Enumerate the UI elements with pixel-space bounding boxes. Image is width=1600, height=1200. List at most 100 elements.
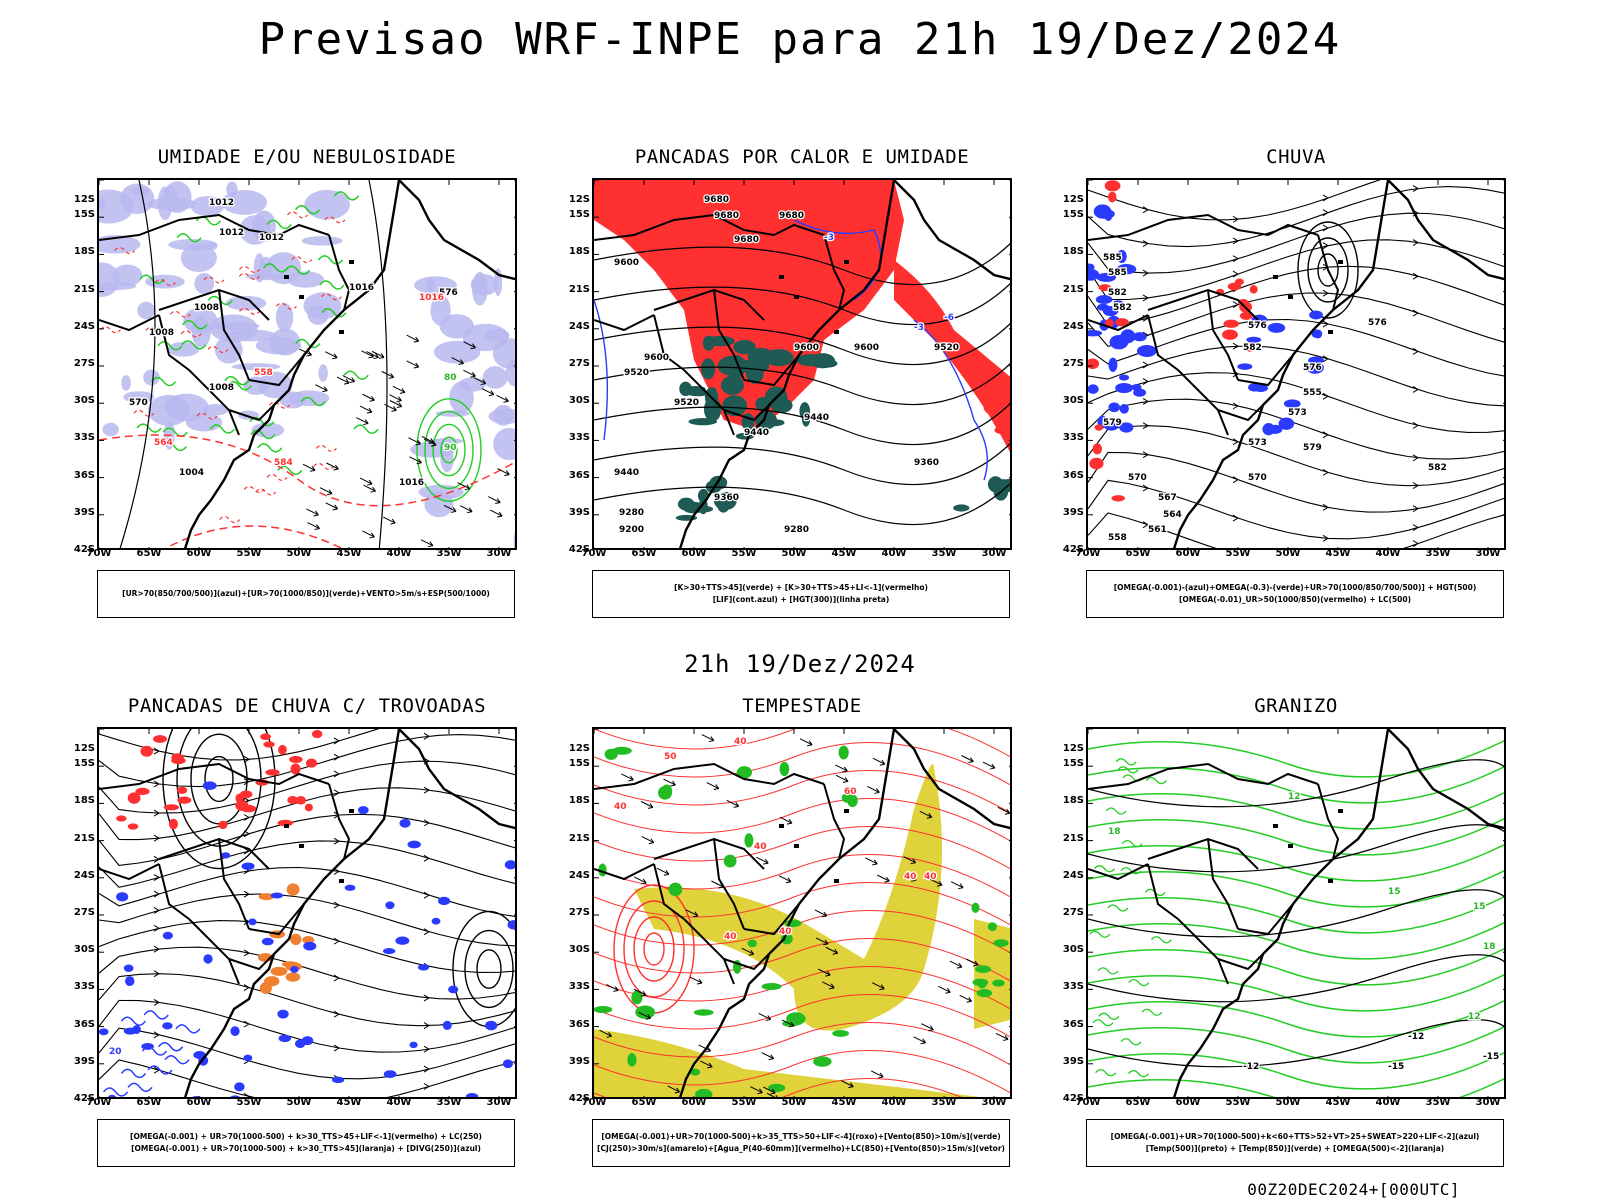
lat-label: 18S xyxy=(1062,795,1084,807)
wind-vector xyxy=(420,539,434,548)
shaded-region xyxy=(99,197,106,210)
wind-vector xyxy=(758,1012,772,1021)
country-border xyxy=(248,354,305,387)
contour-line xyxy=(594,242,1010,286)
shaded-region xyxy=(815,359,838,368)
contour-line xyxy=(169,310,191,318)
shaded-region xyxy=(265,769,280,776)
contour-line xyxy=(150,376,177,387)
lat-label: 36S xyxy=(1062,1018,1084,1030)
contour-label: 9440 xyxy=(614,468,639,478)
legend-granizo: [OMEGA(-0.001)+UR>70(1000-500)+k<60+TTS>… xyxy=(1086,1119,1504,1167)
shaded-region xyxy=(278,1034,292,1043)
lon-label: 50W xyxy=(1275,548,1301,559)
flow-arrow xyxy=(243,984,250,991)
contour-line xyxy=(114,246,136,255)
legend-line: [Temp(500)](preto) + [Temp(850)](verde) … xyxy=(1145,1144,1445,1153)
country-border xyxy=(228,404,275,422)
shaded-region xyxy=(125,976,135,987)
shaded-region xyxy=(493,404,514,426)
country-border xyxy=(158,314,190,371)
lake xyxy=(1288,295,1293,299)
flow-arrow xyxy=(243,755,250,763)
lon-label: 40W xyxy=(881,548,907,559)
shaded-region xyxy=(733,339,756,355)
shaded-region xyxy=(180,243,217,273)
lon-label: 30W xyxy=(486,548,512,559)
contour-line xyxy=(319,280,345,290)
contour-line xyxy=(99,434,515,507)
country-border xyxy=(823,234,846,311)
lon-label: 50W xyxy=(1275,1097,1301,1108)
contour-line xyxy=(224,375,250,386)
wind-vector xyxy=(965,958,979,967)
shaded-region xyxy=(688,505,714,513)
country-border xyxy=(248,903,305,936)
flow-arrow xyxy=(423,786,430,794)
lon-label: 60W xyxy=(1175,1097,1201,1108)
flow-arrow xyxy=(243,778,250,786)
shaded-region xyxy=(1108,191,1117,203)
contour-label: 579 xyxy=(1103,418,1122,428)
streamline xyxy=(1088,239,1504,301)
flow-arrow xyxy=(1322,209,1329,217)
shaded-region xyxy=(290,966,299,973)
wind-vector xyxy=(685,909,699,918)
shaded-region xyxy=(165,185,178,212)
shaded-region xyxy=(1262,423,1275,436)
contour-line xyxy=(262,263,289,273)
contour-line xyxy=(913,319,989,481)
lat-label: 30S xyxy=(568,944,590,956)
shaded-region xyxy=(1104,318,1114,328)
lon-label: 35W xyxy=(931,548,957,559)
shaded-region xyxy=(407,840,421,849)
flow-arrow xyxy=(423,732,430,740)
shaded-region xyxy=(847,794,858,808)
contour-label: 9680 xyxy=(779,211,804,221)
contour-label: 18 xyxy=(1483,942,1496,952)
streamline xyxy=(99,1027,515,1080)
shaded-region xyxy=(975,965,992,973)
flow-arrow xyxy=(1412,454,1419,462)
flow-arrow xyxy=(153,834,160,842)
flow-arrow xyxy=(153,855,160,863)
lat-label: 27S xyxy=(568,358,590,369)
streamline xyxy=(99,813,515,866)
lat-label: 24S xyxy=(568,320,590,332)
contour-line xyxy=(238,272,260,281)
contour-label: 576 xyxy=(1248,321,1267,331)
shaded-region xyxy=(1309,310,1323,320)
contour-line xyxy=(1088,974,1504,1012)
lat-label: 24S xyxy=(73,320,95,332)
flow-arrow xyxy=(1232,438,1239,446)
wind-vector xyxy=(750,1086,763,1095)
lat-label: 24S xyxy=(73,869,95,881)
country-border xyxy=(723,404,770,422)
wind-vector xyxy=(641,836,655,845)
shaded-region xyxy=(235,800,249,811)
shaded-region xyxy=(1108,357,1118,372)
lon-label: 35W xyxy=(1425,1097,1451,1108)
contour-label: 18 xyxy=(1108,827,1121,837)
legend-line: [OMEGA(-0.001)+UR>70(1000-500)+k>35_TTS>… xyxy=(601,1132,1001,1141)
shaded-region xyxy=(689,1068,701,1076)
contour-line xyxy=(594,299,609,441)
contour-label: 9280 xyxy=(619,508,644,518)
contour-line xyxy=(476,949,502,989)
shaded-region xyxy=(465,1093,479,1097)
wind-vector xyxy=(389,400,403,408)
flow-arrow xyxy=(1232,342,1239,350)
streamline xyxy=(99,787,515,841)
shaded-region xyxy=(799,402,811,420)
contour-line xyxy=(180,330,202,338)
lake xyxy=(779,824,784,828)
wind-vector xyxy=(995,1032,1009,1041)
lat-label: 27S xyxy=(568,907,590,918)
contour-line xyxy=(1088,740,1504,778)
contour-line xyxy=(594,937,1010,982)
shaded-region xyxy=(1119,422,1134,433)
contour-line xyxy=(440,436,458,464)
shaded-region xyxy=(230,1095,240,1097)
contour-line xyxy=(343,370,369,380)
flow-arrow xyxy=(153,970,160,978)
